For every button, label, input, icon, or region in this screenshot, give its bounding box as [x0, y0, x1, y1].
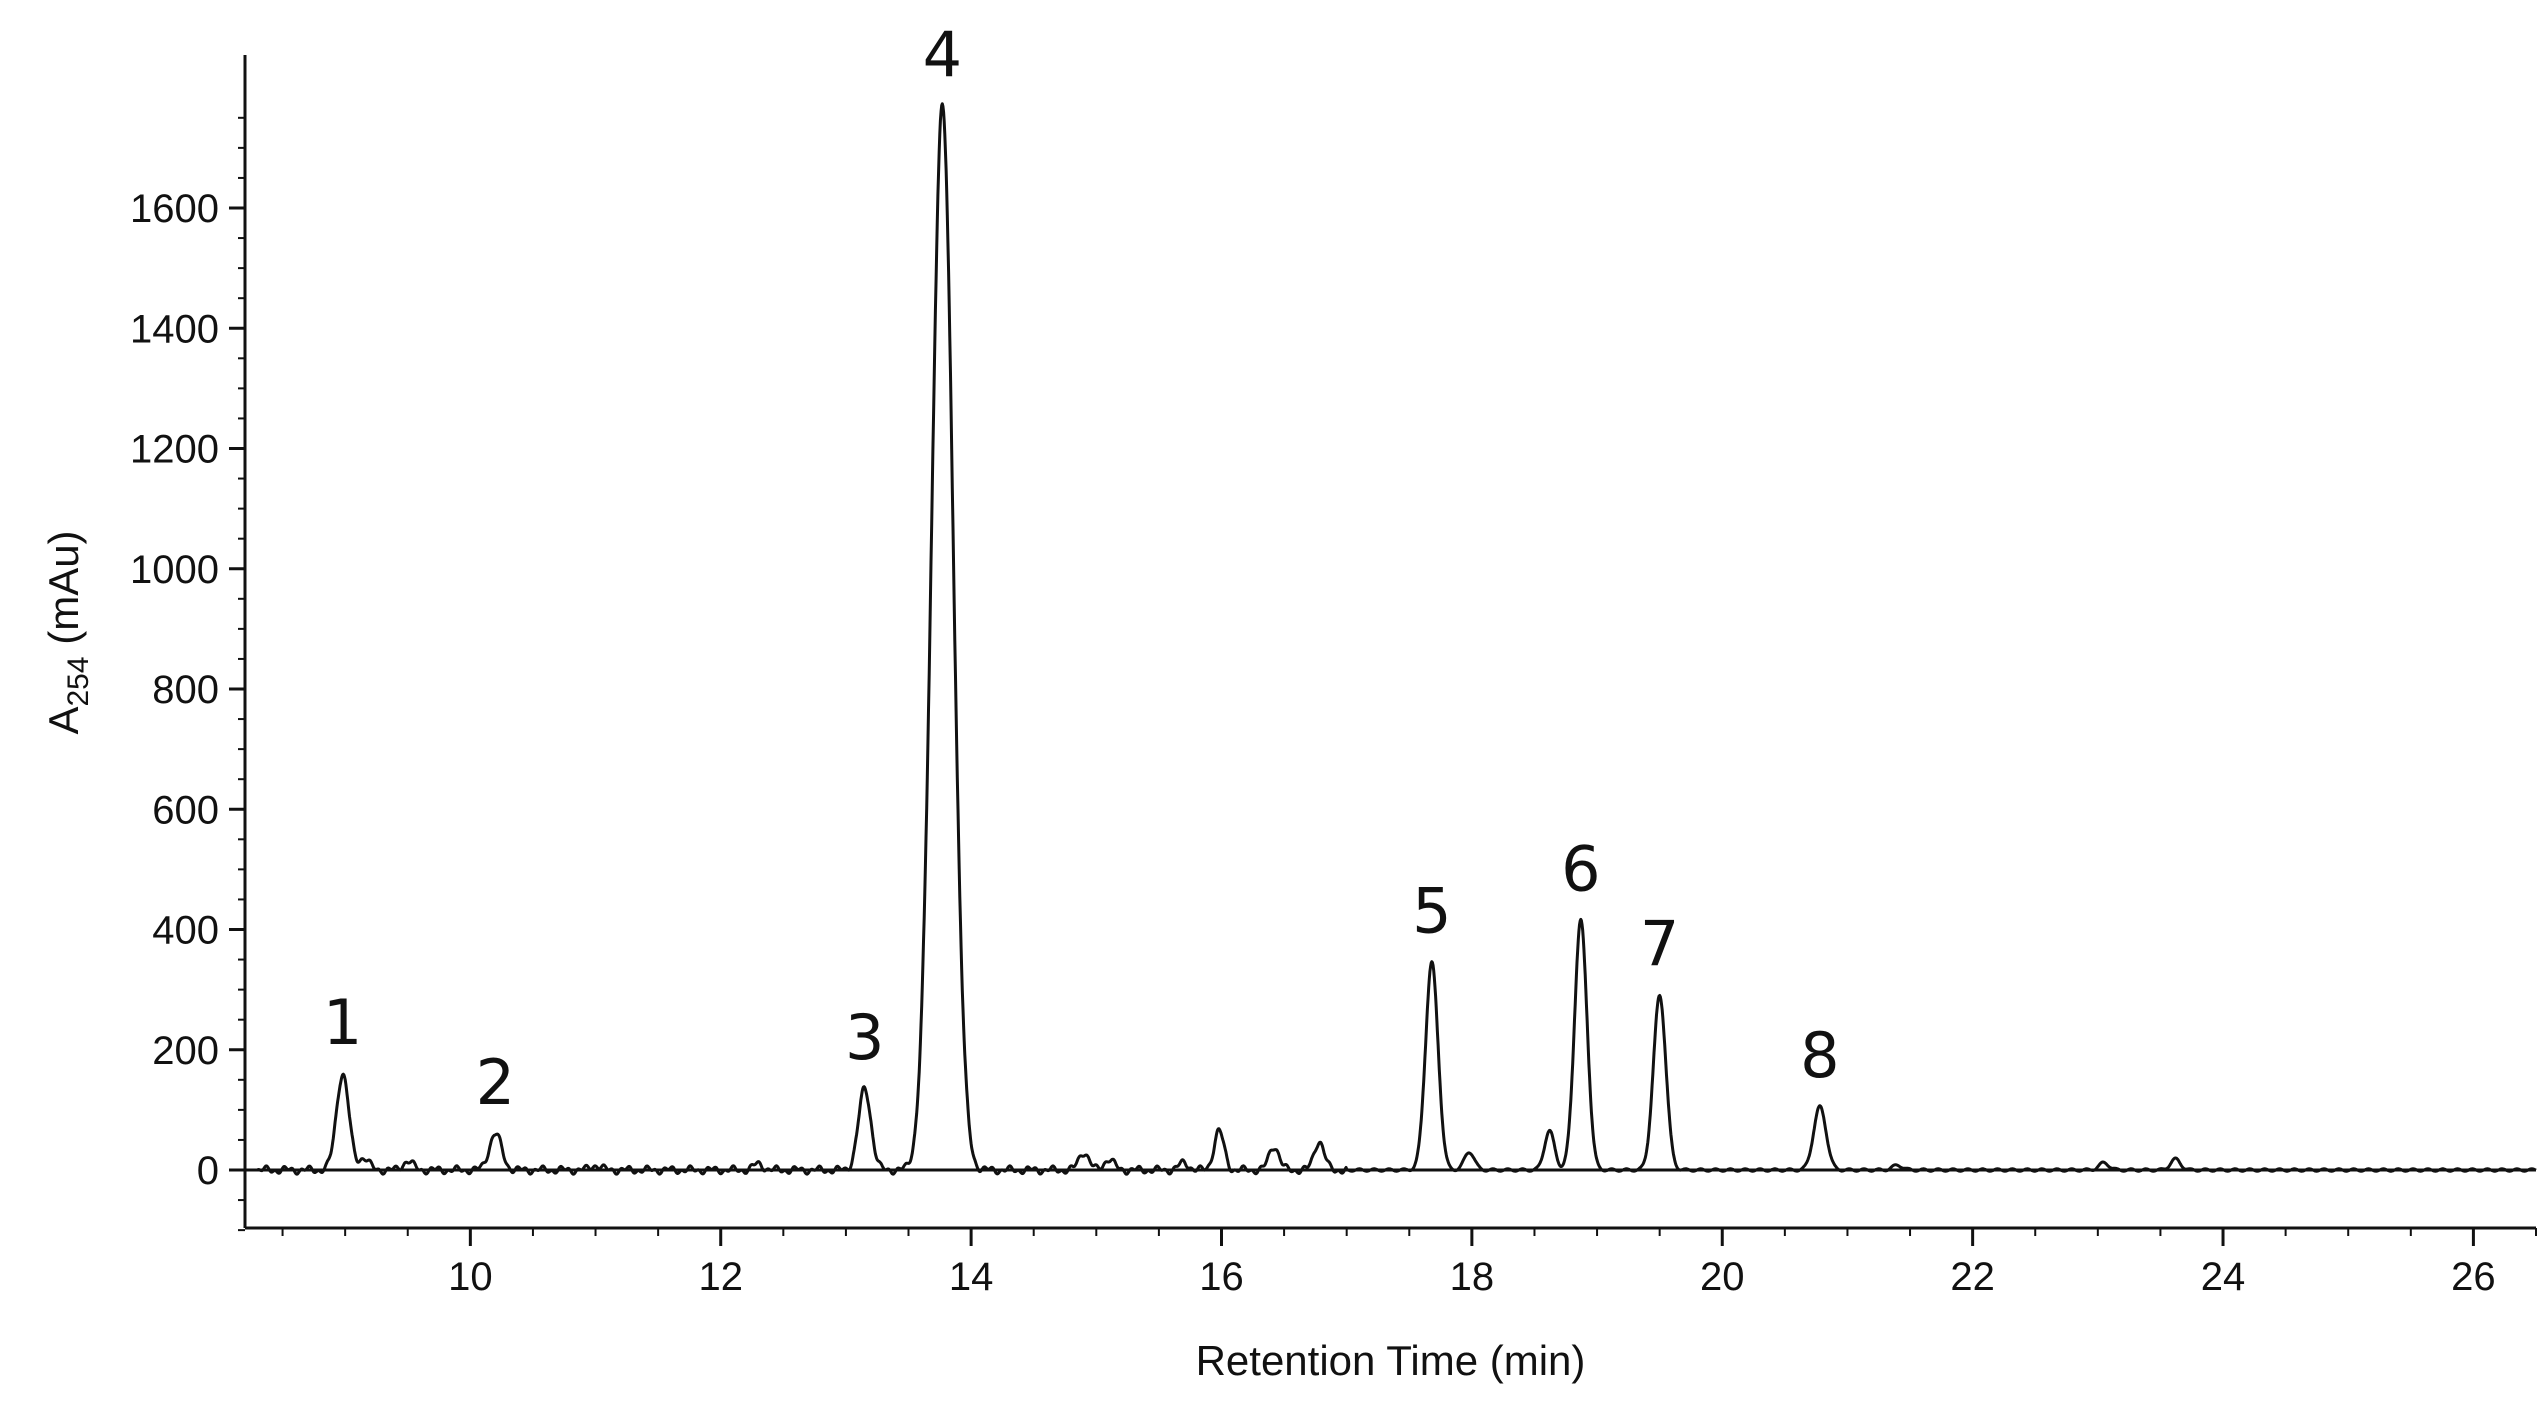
x-tick-label: 12 — [698, 1255, 743, 1299]
peak-label-3: 3 — [845, 1001, 884, 1074]
x-tick-label: 24 — [2201, 1255, 2246, 1299]
x-tick-label: 10 — [448, 1255, 493, 1299]
y-minor-ticks — [238, 116, 245, 1232]
peak-label-5: 5 — [1412, 875, 1451, 948]
x-axis-title: Retention Time (min) — [1196, 1337, 1586, 1384]
x-tick-label: 14 — [949, 1255, 994, 1299]
y-tick-label: 1400 — [130, 307, 219, 351]
peak-label-2: 2 — [476, 1046, 515, 1119]
axes — [243, 55, 2536, 1230]
y-tick-label: 1000 — [130, 548, 219, 592]
y-tick-label: 0 — [197, 1149, 219, 1193]
x-tick-label: 16 — [1199, 1255, 1244, 1299]
peak-label-6: 6 — [1561, 832, 1600, 905]
x-ticks: 10 12 14 16 18 20 22 24 26 — [448, 1228, 2496, 1299]
peak-label-8: 8 — [1800, 1019, 1839, 1092]
peak-label-1: 1 — [323, 986, 362, 1059]
x-tick-label: 26 — [2451, 1255, 2496, 1299]
y-tick-label: 800 — [152, 668, 219, 712]
peak-label-4: 4 — [923, 18, 962, 91]
peak-labels: 1 2 3 4 5 67 8 — [323, 18, 1840, 1119]
peak-label-7: 7 — [1640, 908, 1679, 981]
x-minor-ticks — [281, 1228, 2537, 1236]
y-tick-label: 600 — [152, 788, 219, 832]
y-axis-title-subscript: 254 — [62, 656, 95, 706]
x-tick-label: 22 — [1950, 1255, 1995, 1299]
y-tick-label: 400 — [152, 909, 219, 953]
y-tick-label: 200 — [152, 1029, 219, 1073]
y-tick-label: 1600 — [130, 187, 219, 231]
y-tick-label: 1200 — [130, 428, 219, 472]
y-axis-title: A254 (mAu) — [40, 530, 95, 734]
y-axis-title-suffix: (mAu) — [40, 530, 87, 656]
chromatogram-trace — [256, 102, 2537, 1176]
y-axis-title-base: A — [40, 707, 87, 735]
y-ticks: 0 200 400 600 800 1000 1200 1400 1600 — [130, 187, 245, 1193]
x-tick-label: 20 — [1700, 1255, 1745, 1299]
x-tick-label: 18 — [1450, 1255, 1495, 1299]
